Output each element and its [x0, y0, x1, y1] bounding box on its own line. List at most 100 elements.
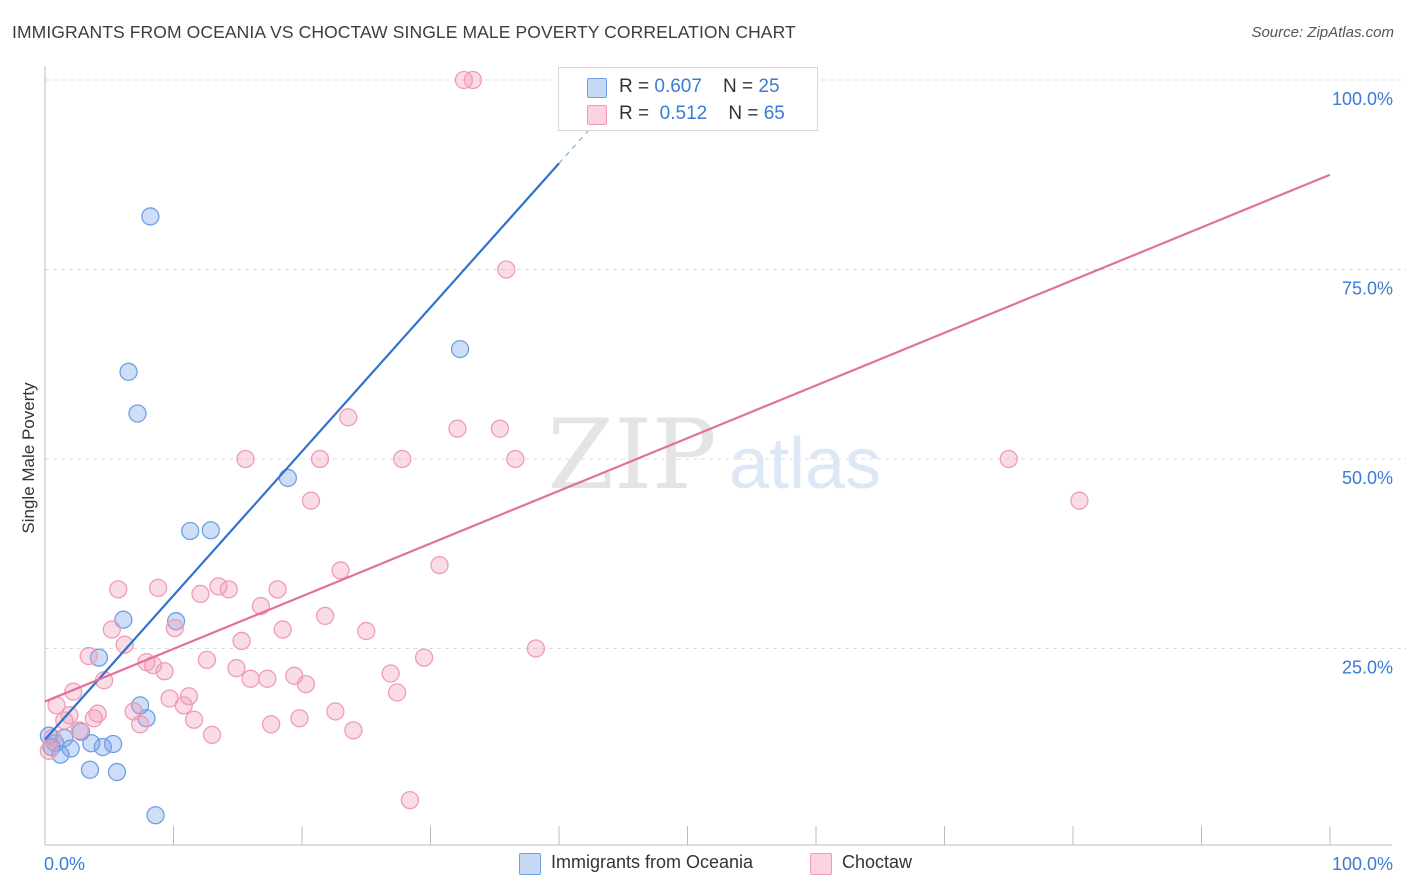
point-choctaw: [258, 669, 277, 688]
point-choctaw: [357, 621, 376, 641]
point-choctaw: [219, 580, 238, 599]
point-choctaw: [387, 683, 407, 702]
legend-r-value-choctaw: 0.512: [659, 103, 708, 124]
point-choctaw: [268, 580, 287, 599]
point-choctaw: [331, 561, 350, 580]
point-choctaw: [155, 662, 174, 681]
point-oceania: [93, 737, 112, 757]
point-choctaw: [191, 584, 210, 604]
point-choctaw: [497, 260, 516, 279]
point-choctaw: [60, 706, 79, 725]
point-choctaw: [179, 687, 199, 706]
point-choctaw: [326, 702, 345, 721]
point-choctaw: [344, 721, 363, 740]
bottom-legend-swatch-choctaw: [810, 853, 832, 875]
point-choctaw: [241, 669, 260, 688]
point-choctaw: [301, 491, 321, 510]
point-choctaw: [1070, 491, 1089, 510]
point-choctaw: [202, 725, 222, 745]
point-oceania: [107, 762, 127, 782]
y-axis-label: Single Male Poverty: [19, 382, 38, 534]
data-points: [39, 70, 1089, 825]
point-oceania: [450, 339, 470, 359]
point-oceania: [141, 207, 160, 226]
point-oceania: [201, 521, 220, 540]
point-choctaw: [227, 659, 246, 678]
point-choctaw: [339, 408, 358, 427]
tick-labels: 25.0% 50.0% 75.0% 100.0% 0.0% 100.0%: [44, 89, 1393, 874]
point-choctaw: [490, 419, 510, 438]
y-tick-label: 25.0%: [1342, 658, 1393, 678]
point-choctaw: [115, 635, 134, 654]
point-choctaw: [526, 639, 546, 658]
point-oceania: [61, 739, 80, 758]
point-choctaw: [262, 715, 281, 734]
source-label: Source: ZipAtlas.com: [1251, 24, 1394, 41]
watermark: ZIP atlas: [547, 399, 881, 511]
point-oceania: [82, 734, 101, 753]
legend-n-value-oceania: 25: [758, 76, 780, 97]
chart-title: IMMIGRANTS FROM OCEANIA VS CHOCTAW SINGL…: [12, 22, 796, 42]
x-tick-label: 100.0%: [1332, 854, 1393, 874]
legend-r-label: R =: [619, 76, 655, 97]
correlation-legend: R = 0.607 N = 25 R = 0.512 N = 65: [558, 67, 818, 131]
point-choctaw: [174, 696, 193, 715]
point-choctaw: [130, 715, 150, 734]
point-oceania: [166, 612, 186, 631]
point-choctaw: [273, 620, 292, 639]
y-tick-label: 100.0%: [1332, 89, 1393, 109]
point-choctaw: [109, 580, 128, 599]
point-choctaw: [236, 449, 255, 469]
point-choctaw: [165, 618, 184, 638]
watermark-atlas: atlas: [729, 424, 881, 504]
point-choctaw: [506, 449, 525, 469]
grid-lines: [45, 79, 1406, 649]
point-choctaw: [400, 790, 420, 810]
bottom-legend-label-oceania: Immigrants from Oceania: [551, 852, 754, 872]
y-tick-label: 75.0%: [1342, 279, 1393, 299]
point-choctaw: [102, 620, 121, 639]
watermark-zip: ZIP: [547, 399, 716, 511]
y-tick-label: 50.0%: [1342, 468, 1393, 488]
point-choctaw: [197, 650, 217, 670]
point-oceania: [119, 362, 138, 381]
point-choctaw: [463, 70, 483, 90]
legend-swatch-oceania: [587, 78, 607, 98]
point-choctaw: [79, 646, 98, 666]
point-oceania: [278, 468, 298, 488]
trend-line-choctaw: [44, 173, 1331, 703]
point-choctaw: [232, 631, 251, 651]
point-choctaw: [430, 555, 449, 575]
legend-r-label: R =: [619, 103, 655, 124]
point-choctaw: [88, 704, 107, 723]
point-oceania: [181, 521, 200, 541]
x-tick-label: 0.0%: [44, 854, 85, 874]
legend-n-label: N =: [723, 76, 759, 97]
bottom-legend-swatch-oceania: [519, 853, 541, 875]
point-oceania: [146, 806, 165, 825]
point-choctaw: [414, 648, 434, 667]
point-choctaw: [184, 710, 204, 729]
legend-n-label: N =: [728, 103, 764, 124]
point-choctaw: [296, 674, 316, 694]
point-choctaw: [999, 449, 1018, 469]
point-oceania: [128, 404, 147, 423]
point-choctaw: [315, 606, 335, 626]
point-choctaw: [148, 578, 168, 598]
trend-line-oceania: [44, 162, 560, 741]
axes: [44, 66, 1392, 846]
point-choctaw: [381, 664, 400, 683]
point-oceania: [80, 760, 100, 779]
point-oceania: [103, 734, 123, 754]
point-choctaw: [310, 449, 330, 469]
legend-swatch-choctaw: [587, 105, 607, 125]
legend-n-value-choctaw: 65: [763, 103, 785, 124]
point-choctaw: [70, 721, 89, 740]
point-choctaw: [448, 419, 467, 438]
bottom-legend-label-choctaw: Choctaw: [842, 852, 913, 872]
point-choctaw: [55, 711, 74, 730]
point-choctaw: [290, 709, 309, 728]
legend-r-value-oceania: 0.607: [654, 76, 702, 97]
point-choctaw: [209, 577, 228, 596]
